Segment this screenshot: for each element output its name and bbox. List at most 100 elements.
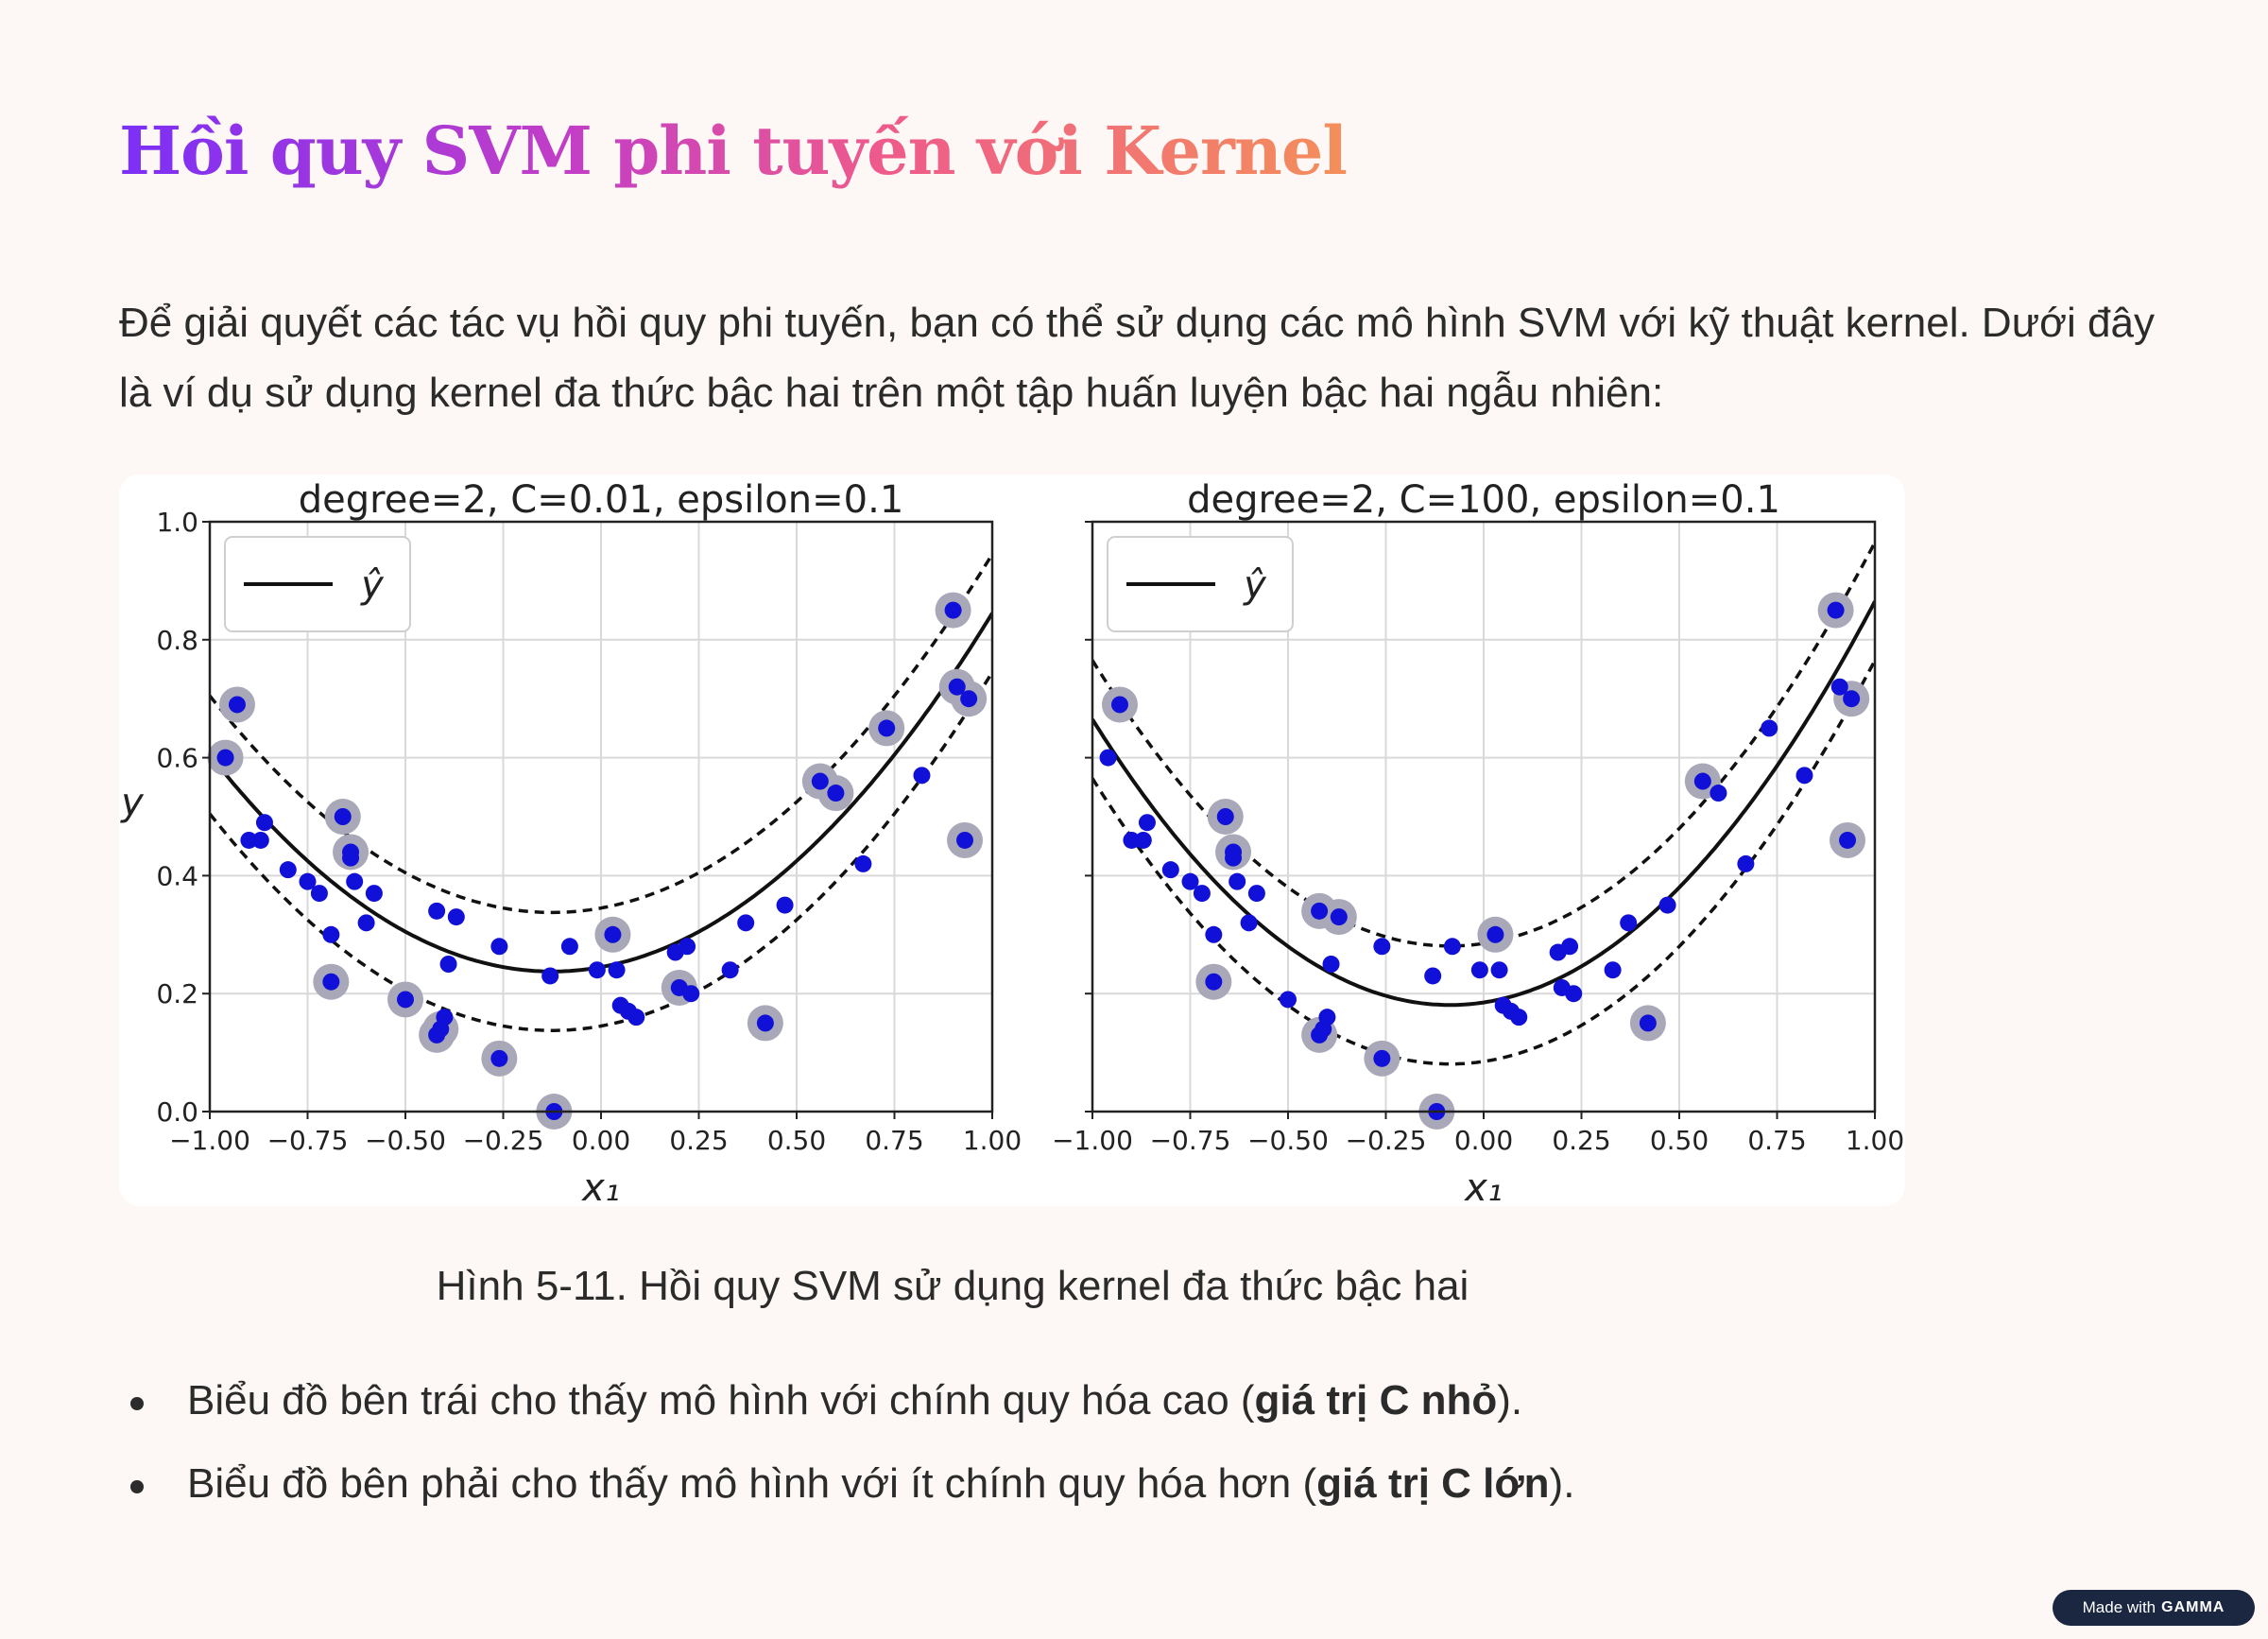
chart1-data-point — [322, 973, 340, 991]
chart2-data-point — [1330, 908, 1348, 926]
chart1-data-point — [608, 961, 626, 979]
chart1-data-point — [439, 956, 457, 973]
chart1-data-point — [228, 696, 246, 714]
chart2-data-point — [1796, 767, 1813, 785]
chart2-data-point — [1737, 854, 1755, 872]
intro-paragraph: Để giải quyết các tác vụ hồi quy phi tuy… — [119, 300, 2155, 416]
chart1-data-point — [737, 914, 755, 932]
chart1-x-tick-label: 1.00 — [963, 1125, 1022, 1156]
chart1-data-point — [588, 961, 606, 979]
chart1-data-point — [334, 808, 352, 825]
chart1-data-point — [811, 772, 829, 790]
chart2-x-tick-label: −0.75 — [1150, 1125, 1231, 1156]
chart2-data-point — [1470, 961, 1488, 979]
chart1-data-point — [956, 831, 974, 849]
chart1-data-point — [365, 885, 383, 903]
chart1-data-point — [913, 767, 931, 785]
chart2-data-point — [1510, 1009, 1528, 1027]
chart2-data-point — [1693, 772, 1711, 790]
chart1-epsilon-upper-margin — [210, 553, 992, 915]
chart1-data-point — [721, 961, 739, 979]
chart1-data-point — [756, 1014, 774, 1032]
chart1-data-point — [682, 985, 700, 1003]
bullet-list: Biểu đồ bên trái cho thấy mô hình với ch… — [119, 1372, 1574, 1539]
chart2-data-point — [1205, 973, 1223, 991]
chart2-x-tick-label: 0.25 — [1552, 1125, 1610, 1156]
figure-caption: Hình 5-11. Hồi quy SVM sử dụng kernel đa… — [436, 1263, 1469, 1309]
chart2-data-point — [1099, 749, 1117, 767]
chart1-x-tick-label: −0.25 — [463, 1125, 544, 1156]
chart2-title: degree=2, C=100, epsilon=0.1 — [1187, 478, 1780, 522]
chart2-data-point — [1761, 719, 1778, 737]
chart1-y-tick-label: 0.4 — [156, 860, 198, 891]
chart1-legend-label: ŷ — [360, 563, 385, 607]
chart2-data-point — [1193, 885, 1211, 903]
bullet-bold: giá trị C lớn — [1316, 1460, 1550, 1507]
chart2-data-point — [1839, 831, 1857, 849]
figure-svg: −1.00 −0.75 −0.50 −0.25 0.00 0.25 0.50 0.75 1.00… — [120, 478, 1904, 1206]
chart1-data-point — [216, 749, 234, 767]
chart1-data-point — [960, 690, 978, 708]
chart2-data-point — [1620, 914, 1638, 932]
chart2-data-point — [1658, 896, 1676, 914]
chart2-x-tick-label: −1.00 — [1052, 1125, 1133, 1156]
chart1-data-point — [310, 885, 328, 903]
chart2-data-point — [1843, 690, 1861, 708]
chart1-data-point — [299, 872, 317, 890]
chart2-data-point — [1830, 678, 1848, 696]
chart2-legend-label: ŷ — [1243, 563, 1267, 607]
chart1-y-axis-label: y — [120, 781, 145, 824]
chart2-data-point — [1225, 849, 1243, 867]
chart1-data-point — [944, 601, 962, 619]
chart2-data-point — [1216, 808, 1234, 825]
bullet-item-left-chart: Biểu đồ bên trái cho thấy mô hình với ch… — [119, 1372, 1574, 1429]
chart1-x-tick-label: −0.50 — [365, 1125, 446, 1156]
bullet-dot-icon — [130, 1397, 144, 1410]
chart2-data-point — [1424, 967, 1442, 985]
bullet-end: ). — [1549, 1460, 1575, 1507]
chart1-data-point — [604, 925, 622, 943]
chart1-data-point — [436, 1009, 454, 1027]
page-title: Hồi quy SVM phi tuyến với Kernel — [119, 112, 1348, 190]
chart1-data-point — [776, 896, 794, 914]
chart2-data-point — [1247, 885, 1265, 903]
made-with-gamma-badge[interactable]: Made with GAMMA — [2053, 1590, 2255, 1626]
chart1-title: degree=2, C=0.01, epsilon=0.1 — [299, 478, 904, 522]
chart1-data-point — [279, 861, 297, 879]
chart1-data-point — [428, 902, 446, 920]
chart1-x-axis-label: x₁ — [580, 1166, 620, 1206]
bullet-text: Biểu đồ bên trái cho thấy mô hình với ch… — [187, 1377, 1255, 1423]
chart2-data-point — [1373, 1049, 1391, 1067]
chart1-data-point — [560, 938, 578, 956]
chart2-prediction-curve — [1092, 600, 1875, 1008]
bullet-text: Biểu đồ bên phải cho thấy mô hình với ít… — [187, 1460, 1317, 1507]
chart2-data-point — [1639, 1014, 1657, 1032]
chart2-data-point — [1565, 985, 1583, 1003]
chart2-data-point — [1138, 814, 1156, 832]
chart1-x-tick-label: 0.75 — [865, 1125, 923, 1156]
chart1-data-point — [679, 938, 696, 956]
chart1-data-point — [854, 854, 872, 872]
chart2-data-point — [1318, 1009, 1336, 1027]
chart1-data-point — [447, 908, 465, 926]
chart1-data-point — [251, 831, 269, 849]
chart2-x-tick-label: 1.00 — [1846, 1125, 1904, 1156]
chart2-data-point — [1443, 938, 1461, 956]
chart2-data-point — [1373, 938, 1391, 956]
chart1-x-tick-label: 0.25 — [669, 1125, 728, 1156]
chart1-x-tick-label: −1.00 — [169, 1125, 250, 1156]
chart1-epsilon-lower-margin — [210, 671, 992, 1032]
chart1-data-point — [342, 849, 360, 867]
chart1-y-tick-label: 0.6 — [156, 743, 198, 774]
figure-svm-regression: −1.00 −0.75 −0.50 −0.25 0.00 0.25 0.50 0.75 1.00… — [119, 474, 1905, 1206]
chart1-y-tick-label: 0.8 — [156, 625, 198, 656]
chart2-data-point — [1561, 938, 1579, 956]
chart2-data-point — [1123, 831, 1141, 849]
chart1-y-tick-label: 1.0 — [156, 507, 198, 538]
chart1-data-point — [322, 925, 340, 943]
chart1-data-point — [490, 1049, 508, 1067]
bullet-end: ). — [1497, 1377, 1523, 1423]
chart1-data-point — [490, 938, 508, 956]
chart2-data-point — [1490, 961, 1508, 979]
chart1-data-point — [357, 914, 375, 932]
